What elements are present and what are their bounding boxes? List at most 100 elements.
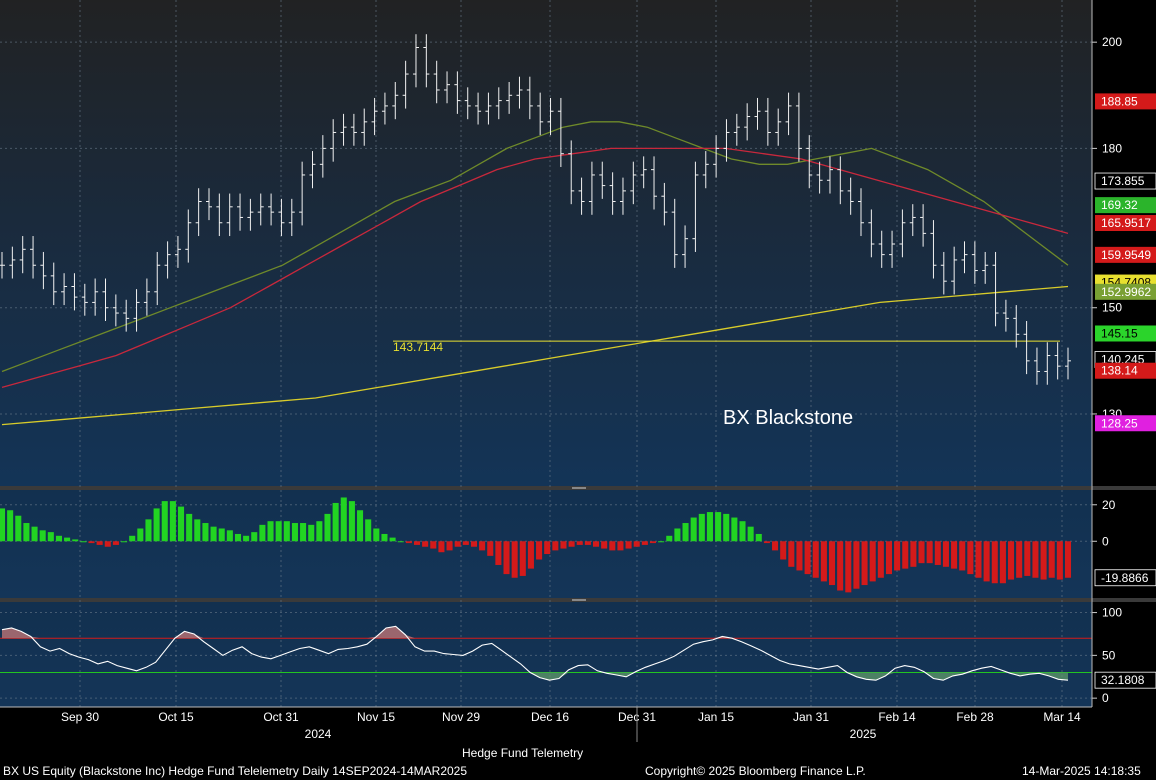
y-tick-label: 20: [1102, 498, 1116, 512]
x-tick-label: Jan 31: [793, 710, 829, 724]
momentum-bar: [715, 512, 722, 542]
momentum-bar: [283, 521, 290, 542]
divider-handle-2[interactable]: [572, 599, 586, 601]
momentum-bar: [926, 541, 933, 564]
momentum-bar: [609, 541, 616, 551]
momentum-bar: [169, 501, 176, 542]
x-tick-label: Sep 30: [61, 710, 99, 724]
momentum-bar: [593, 541, 600, 547]
momentum-bar: [772, 541, 779, 551]
momentum-bar: [194, 519, 201, 542]
momentum-bar: [202, 523, 209, 542]
footer-caption: Hedge Fund Telemetry: [462, 746, 583, 760]
x-tick-label: Nov 29: [442, 710, 480, 724]
y-tick-label: 0: [1102, 691, 1109, 705]
momentum-bar: [365, 519, 372, 542]
footer-right: 14-Mar-2025 14:18:35: [1022, 764, 1141, 778]
momentum-bar: [584, 541, 591, 545]
footer-center: Copyright© 2025 Bloomberg Finance L.P.: [645, 764, 866, 778]
momentum-bar: [991, 541, 998, 584]
price-label-text: 188.85: [1101, 94, 1138, 108]
momentum-bar: [910, 541, 917, 567]
momentum-bar: [275, 521, 282, 542]
momentum-bar: [145, 519, 152, 542]
momentum-bar: [397, 541, 404, 543]
momentum-bar: [267, 521, 274, 542]
momentum-bar: [999, 541, 1006, 584]
momentum-bar: [845, 541, 852, 593]
momentum-bar: [959, 541, 966, 571]
momentum-bar: [1048, 541, 1055, 578]
momentum-bar: [177, 506, 185, 542]
momentum-bar: [788, 541, 795, 567]
momentum-bar: [218, 528, 225, 542]
momentum-bar: [747, 526, 754, 542]
momentum-bar: [251, 532, 258, 542]
momentum-bar: [1016, 541, 1023, 578]
momentum-bar: [1032, 541, 1039, 578]
momentum-bar: [625, 541, 632, 549]
momentum-bar: [1056, 541, 1063, 580]
annotation-level-label: 143.7144: [393, 340, 443, 354]
momentum-bar: [576, 541, 583, 545]
momentum-bar: [487, 541, 494, 556]
price-label-text: 145.15: [1101, 326, 1138, 340]
price-label-text: 169.32: [1101, 198, 1138, 212]
x-tick-label: Feb 28: [956, 710, 994, 724]
momentum-layer: [0, 497, 1072, 593]
momentum-bar: [324, 513, 331, 542]
price-label-box: [1094, 172, 1156, 190]
momentum-bar: [1024, 541, 1031, 576]
momentum-bar: [511, 541, 518, 578]
momentum-bar: [137, 528, 144, 542]
momentum-bar: [39, 530, 46, 542]
price-label-box: [1095, 362, 1156, 379]
momentum-bar: [405, 541, 412, 544]
momentum-bar: [381, 533, 388, 542]
footer-left: BX US Equity (Blackstone Inc) Hedge Fund…: [3, 764, 467, 778]
axis-layer: Sep 30 Oct 15 Oct 31 Nov 15 Nov 29 Dec 16 Dec …: [0, 0, 1156, 742]
momentum-bar: [495, 541, 502, 565]
x-tick-label: Oct 31: [263, 710, 299, 724]
momentum-bar: [121, 541, 128, 543]
x-tick-label: Oct 15: [158, 710, 194, 724]
momentum-bar: [373, 528, 380, 542]
momentum-bar: [80, 541, 87, 543]
momentum-bar: [88, 541, 95, 544]
momentum-bar: [291, 523, 298, 542]
y-tick-label: 150: [1102, 301, 1122, 315]
momentum-bar: [918, 541, 925, 564]
momentum-bar: [837, 541, 844, 591]
momentum-bar: [723, 513, 730, 542]
x-tick-label: Feb 14: [878, 710, 916, 724]
divider-handle-1[interactable]: [572, 487, 586, 489]
momentum-bar: [357, 510, 364, 542]
momentum-bar: [316, 521, 323, 542]
price-label-text: 165.9517: [1101, 216, 1151, 230]
momentum-bar: [641, 541, 648, 545]
momentum-bar: [739, 521, 746, 542]
momentum-bar: [454, 541, 461, 547]
price-label-box: [1095, 246, 1156, 263]
x-tick-label: Jan 15: [698, 710, 734, 724]
momentum-bar: [804, 541, 811, 575]
x-tick-label: Dec 16: [531, 710, 569, 724]
momentum-bar: [706, 512, 713, 542]
momentum-bar: [1064, 541, 1072, 578]
momentum-bar: [47, 532, 54, 542]
momentum-bar: [552, 541, 559, 551]
momentum-bar: [519, 541, 526, 576]
momentum-bar: [942, 541, 949, 567]
momentum-bar: [430, 541, 437, 549]
momentum-bar: [812, 541, 819, 578]
price-label-text: 152.9962: [1101, 285, 1151, 299]
momentum-bar: [536, 541, 543, 560]
momentum-bar: [649, 541, 657, 544]
momentum-bar: [755, 533, 762, 542]
momentum-bar: [503, 541, 510, 575]
momentum-bar: [682, 523, 689, 542]
momentum-bar: [300, 523, 307, 542]
y-tick-label: 0: [1102, 534, 1109, 548]
